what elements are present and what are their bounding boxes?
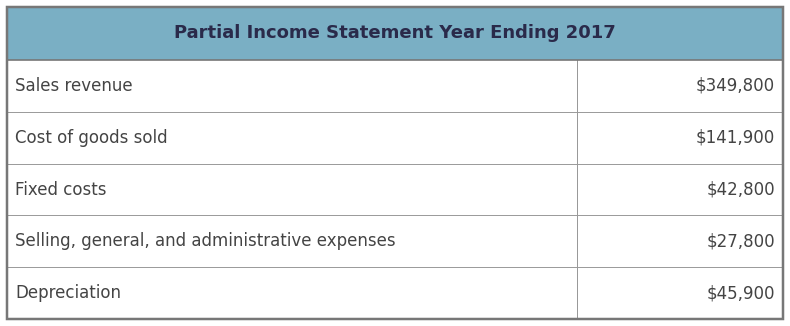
Bar — [577, 112, 783, 164]
Text: $141,900: $141,900 — [696, 129, 775, 147]
Text: Depreciation: Depreciation — [15, 284, 121, 302]
Text: Fixed costs: Fixed costs — [15, 181, 107, 199]
Text: Cost of goods sold: Cost of goods sold — [15, 129, 167, 147]
Bar — [577, 267, 783, 319]
Bar — [7, 112, 577, 164]
Bar — [7, 60, 577, 112]
Text: $27,800: $27,800 — [706, 232, 775, 250]
Text: Partial Income Statement Year Ending 2017: Partial Income Statement Year Ending 201… — [174, 24, 616, 42]
Text: $42,800: $42,800 — [706, 181, 775, 199]
Bar — [7, 267, 577, 319]
Text: $45,900: $45,900 — [706, 284, 775, 302]
Bar — [577, 215, 783, 267]
Text: $349,800: $349,800 — [696, 77, 775, 95]
Bar — [7, 7, 783, 60]
Bar — [7, 164, 577, 215]
Bar — [577, 164, 783, 215]
Text: Selling, general, and administrative expenses: Selling, general, and administrative exp… — [15, 232, 396, 250]
Text: Sales revenue: Sales revenue — [15, 77, 133, 95]
Bar — [7, 215, 577, 267]
Bar — [577, 60, 783, 112]
